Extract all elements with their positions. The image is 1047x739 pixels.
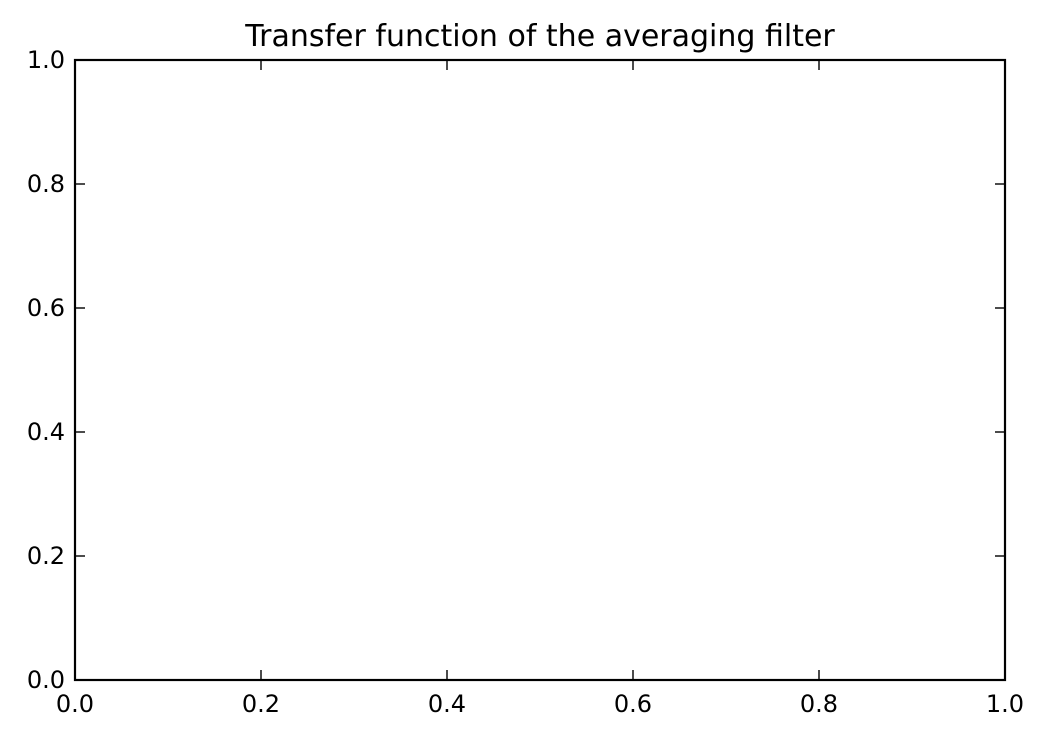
y-tick-label: 1.0 [27,46,65,74]
y-tick-label: 0.6 [27,294,65,322]
y-tick-label: 0.8 [27,170,65,198]
x-tick-label: 0.4 [428,690,466,718]
plot-area [73,58,1007,682]
x-tick-label: 0.8 [800,690,838,718]
y-tick-label: 0.2 [27,542,65,570]
y-axis: 0.0 0.2 0.4 0.6 0.8 1.0 [27,46,1005,694]
x-tick-label: 0.0 [56,690,94,718]
y-tick-label: 0.0 [27,666,65,694]
chart-title: Transfer function of the averaging filte… [244,19,835,54]
x-tick-label: 1.0 [986,690,1024,718]
y-tick-label: 0.4 [27,418,65,446]
x-axis: 0.0 0.2 0.4 0.6 0.8 1.0 [56,60,1024,718]
x-tick-label: 0.6 [614,690,652,718]
x-tick-label: 0.2 [242,690,280,718]
